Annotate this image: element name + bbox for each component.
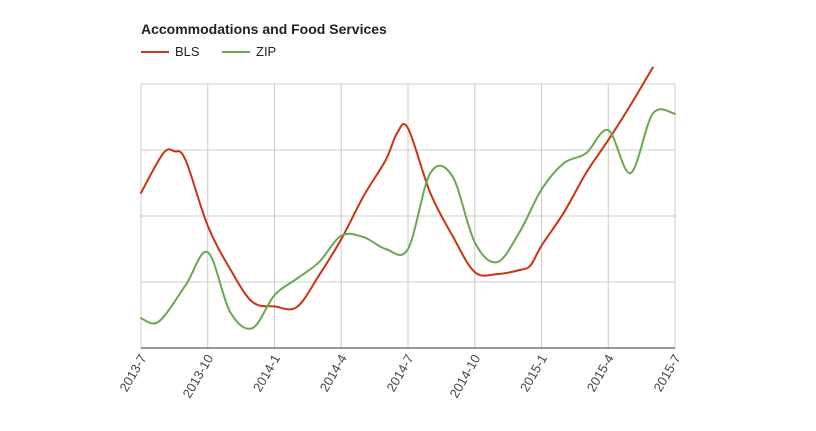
x-tick-label: 2013-7: [116, 352, 149, 395]
x-tick-label: 2015-4: [584, 352, 617, 395]
chart-title: Accommodations and Food Services: [141, 21, 387, 37]
x-tick-label: 2014-7: [383, 352, 416, 395]
legend-item-zip[interactable]: ZIP: [222, 44, 276, 59]
x-tick-label: 2015-7: [650, 352, 683, 395]
legend-swatch-bls: [141, 50, 169, 53]
x-tick-label: 2014-4: [317, 352, 350, 395]
legend-swatch-zip: [222, 50, 250, 53]
legend-label-bls: BLS: [175, 44, 200, 59]
x-tick-label: 2014-1: [250, 352, 283, 395]
x-tick-label: 2013-10: [179, 352, 216, 401]
legend-label-zip: ZIP: [256, 44, 277, 59]
series-line-zip: [140, 108, 676, 330]
x-tick-label: 2014-10: [446, 352, 483, 401]
x-tick-label: 2015-1: [517, 352, 550, 395]
legend-item-bls[interactable]: BLS: [141, 44, 200, 59]
series-line-bls: [140, 66, 654, 311]
